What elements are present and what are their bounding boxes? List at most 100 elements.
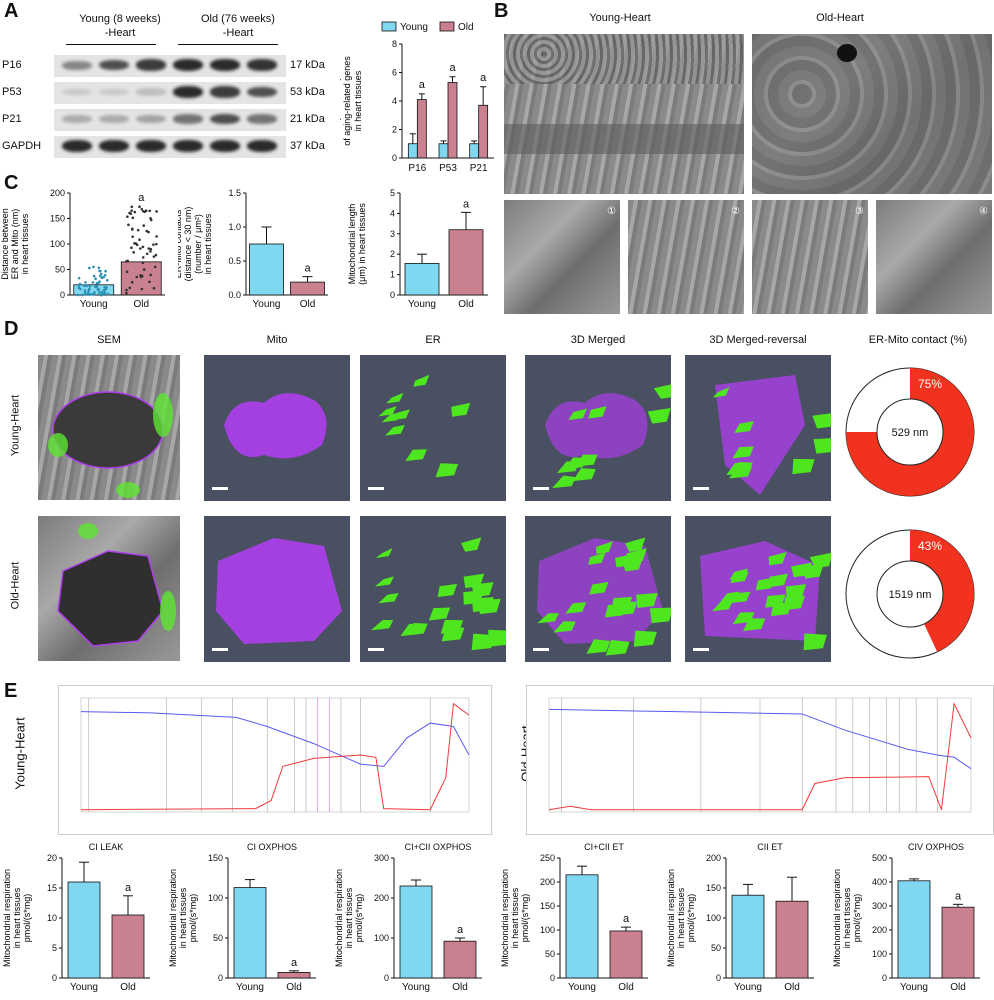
y-tick-label: 200 — [374, 893, 389, 903]
y-tick-label: 2 — [392, 125, 397, 135]
data-point — [145, 229, 149, 233]
blot-band — [173, 140, 203, 152]
y-tick-label: 6 — [392, 68, 397, 78]
y-axis-label-line: pmol/(s*mg) — [188, 894, 198, 943]
er-fragment — [537, 613, 559, 624]
data-point — [130, 280, 134, 284]
data-point — [82, 284, 86, 287]
er-fragment — [589, 581, 609, 595]
er-fragment — [586, 639, 611, 654]
data-point — [94, 277, 97, 281]
x-tick-label: Old — [458, 299, 474, 310]
er-fragment — [588, 406, 607, 419]
data-point — [102, 275, 105, 279]
data-point — [149, 247, 153, 251]
data-point — [127, 223, 130, 227]
data-point — [77, 286, 81, 290]
er-fragment — [460, 537, 482, 552]
data-point — [147, 247, 151, 250]
data-point — [141, 261, 145, 265]
y-tick-label: 20 — [47, 853, 57, 863]
er-fragment — [729, 568, 748, 581]
protein-label: P53 — [2, 86, 22, 98]
data-point — [84, 281, 87, 284]
data-point — [76, 293, 80, 297]
er-fragment — [440, 619, 464, 634]
bar-old — [111, 914, 145, 979]
blot-row-gapdh — [54, 136, 286, 158]
tem-inset-4: ④ — [876, 200, 992, 314]
y-tick-label: 200 — [50, 188, 65, 198]
scale-bar — [533, 648, 549, 651]
data-point — [152, 255, 156, 258]
panel-label-a: A — [4, 0, 19, 22]
y-axis-label-line: ER and Mito (nm) — [10, 209, 20, 280]
y-tick-label: 200 — [872, 925, 887, 935]
x-tick-label: P16 — [408, 163, 426, 174]
data-point — [105, 279, 109, 282]
er-fragment — [596, 541, 613, 555]
data-point — [153, 265, 157, 269]
x-tick-label: Old — [286, 982, 302, 993]
y-axis-label-line: Mitochondrial respiration — [2, 869, 12, 967]
data-point — [148, 209, 152, 213]
y-tick-label: 0 — [882, 973, 887, 983]
data-point — [136, 228, 140, 232]
data-point — [100, 290, 104, 294]
data-point — [130, 209, 133, 212]
data-point — [97, 266, 101, 270]
sem-old — [38, 516, 180, 661]
trace-frame — [80, 697, 470, 813]
blot-band — [173, 114, 203, 124]
data-point — [141, 209, 145, 213]
bar-old-p53 — [447, 82, 458, 159]
data-point — [138, 238, 141, 241]
blot-band — [136, 114, 166, 124]
y-axis-label: Relative protein expressionof aging-rela… — [340, 47, 363, 156]
data-point — [132, 251, 135, 254]
significance-label: a — [480, 72, 487, 84]
bar-old — [277, 971, 311, 979]
y-tick-label: 2 — [390, 249, 395, 259]
er-fragment — [755, 577, 775, 591]
chart-title: CII ET — [757, 842, 783, 852]
y-axis-label: Distance betweenER and Mito (nm)in heart… — [0, 208, 30, 280]
blot-band — [136, 140, 166, 152]
data-point — [101, 293, 104, 296]
data-point — [138, 205, 141, 209]
x-tick-label: Old — [133, 299, 149, 310]
data-point — [141, 256, 145, 259]
data-point — [88, 285, 92, 288]
y-axis-label-line: pmol/(s*mg) — [520, 894, 530, 943]
young-group-label: Young (8 weeks) -Heart — [79, 13, 161, 39]
er-fragment — [565, 602, 587, 614]
data-point — [91, 281, 95, 284]
er-fragment — [451, 402, 471, 417]
y-axis-label-line: of aging-related genes — [342, 56, 352, 146]
er-fragment — [813, 438, 831, 454]
data-point — [88, 266, 91, 270]
row-label-e-young: Young-Heart — [12, 717, 28, 790]
donut-hole — [876, 398, 944, 466]
er-fragment — [812, 413, 831, 429]
old-bracket — [178, 44, 278, 45]
chart-title: CIV OXPHOS — [908, 842, 964, 852]
er-fragment — [385, 424, 405, 436]
blot-band — [62, 60, 92, 70]
y-tick-label: 100 — [50, 239, 65, 249]
donut-percent-label: 43% — [918, 539, 942, 553]
er-fragment — [734, 421, 754, 434]
bar-young — [897, 880, 931, 979]
blot-row-p16 — [54, 55, 286, 77]
er-fragment — [647, 408, 671, 424]
blot-band — [210, 59, 240, 71]
er-fragment — [809, 552, 831, 569]
x-tick-label: Old — [784, 982, 800, 993]
data-point — [91, 293, 95, 296]
panel-label-d: D — [4, 318, 19, 340]
blot-row-p21 — [54, 109, 286, 131]
significance-label: a — [449, 62, 456, 74]
donut-distance-label: 1519 nm — [889, 589, 932, 601]
oxygraph-trace-young — [58, 685, 492, 835]
y-axis-label-line: pmol/(s*mg) — [22, 894, 32, 943]
